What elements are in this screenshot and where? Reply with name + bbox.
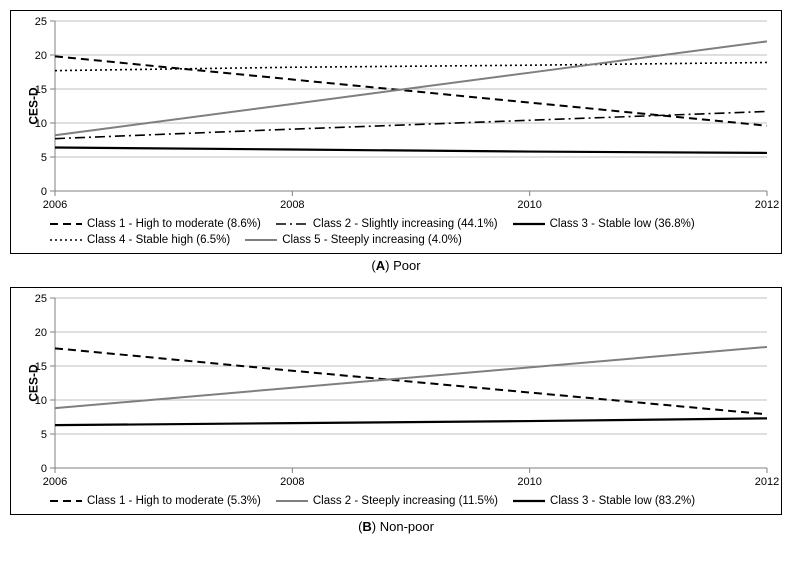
legend-item: Class 2 - Slightly increasing (44.1%) xyxy=(275,217,498,231)
y-axis-label: CES-D xyxy=(27,364,41,401)
legend-item: Class 3 - Stable low (36.8%) xyxy=(512,217,695,231)
legend-swatch xyxy=(49,494,83,508)
x-tick-label: 2006 xyxy=(43,199,67,211)
chart-panel-nonpoor: CES-D05101520252006200820102012Class 1 -… xyxy=(10,287,782,515)
legend: Class 1 - High to moderate (8.6%) Class 2… xyxy=(11,213,781,253)
panel-caption: (A) Poor xyxy=(10,258,782,273)
legend-label: Class 1 - High to moderate (8.6%) xyxy=(87,218,261,230)
legend-item: Class 5 - Steeply increasing (4.0%) xyxy=(244,233,462,247)
x-tick-label: 2010 xyxy=(517,199,541,211)
legend-item: Class 2 - Steeply increasing (11.5%) xyxy=(275,494,498,508)
y-tick-label: 0 xyxy=(41,463,47,475)
series-line xyxy=(55,347,767,408)
legend-label: Class 4 - Stable high (6.5%) xyxy=(87,234,230,246)
y-axis-label: CES-D xyxy=(27,87,41,124)
x-tick-label: 2012 xyxy=(755,476,779,488)
y-tick-label: 0 xyxy=(41,186,47,198)
legend-label: Class 5 - Steeply increasing (4.0%) xyxy=(282,234,462,246)
legend-item: Class 1 - High to moderate (5.3%) xyxy=(49,494,261,508)
figure-root: CES-D05101520252006200820102012Class 1 -… xyxy=(10,10,782,534)
y-tick-label: 20 xyxy=(35,327,47,339)
series-line xyxy=(55,348,767,414)
x-tick-label: 2008 xyxy=(280,476,304,488)
series-line xyxy=(55,418,767,425)
chart-svg: 05101520252006200820102012 xyxy=(11,288,779,490)
chart-svg: 05101520252006200820102012 xyxy=(11,11,779,213)
legend-swatch xyxy=(275,217,309,231)
legend-label: Class 2 - Slightly increasing (44.1%) xyxy=(313,218,498,230)
x-tick-label: 2008 xyxy=(280,199,304,211)
legend-item: Class 3 - Stable low (83.2%) xyxy=(512,494,695,508)
y-tick-label: 25 xyxy=(35,293,47,305)
x-tick-label: 2012 xyxy=(755,199,779,211)
chart-panel-poor: CES-D05101520252006200820102012Class 1 -… xyxy=(10,10,782,254)
legend-swatch xyxy=(275,494,309,508)
y-tick-label: 20 xyxy=(35,50,47,62)
y-tick-label: 5 xyxy=(41,152,47,164)
y-tick-label: 5 xyxy=(41,429,47,441)
panel-caption: (B) Non-poor xyxy=(10,519,782,534)
legend: Class 1 - High to moderate (5.3%) Class 2… xyxy=(11,490,781,514)
legend-label: Class 2 - Steeply increasing (11.5%) xyxy=(313,495,498,507)
legend-item: Class 1 - High to moderate (8.6%) xyxy=(49,217,261,231)
legend-label: Class 1 - High to moderate (5.3%) xyxy=(87,495,261,507)
y-tick-label: 25 xyxy=(35,16,47,28)
legend-swatch xyxy=(49,217,83,231)
x-tick-label: 2006 xyxy=(43,476,67,488)
plot-area: CES-D05101520252006200820102012 xyxy=(11,288,781,490)
series-line xyxy=(55,147,767,152)
legend-swatch xyxy=(49,233,83,247)
plot-area: CES-D05101520252006200820102012 xyxy=(11,11,781,213)
legend-item: Class 4 - Stable high (6.5%) xyxy=(49,233,230,247)
legend-swatch xyxy=(244,233,278,247)
legend-swatch xyxy=(512,494,546,508)
legend-swatch xyxy=(512,217,546,231)
legend-label: Class 3 - Stable low (36.8%) xyxy=(550,218,695,230)
series-line xyxy=(55,111,767,138)
legend-label: Class 3 - Stable low (83.2%) xyxy=(550,495,695,507)
x-tick-label: 2010 xyxy=(517,476,541,488)
